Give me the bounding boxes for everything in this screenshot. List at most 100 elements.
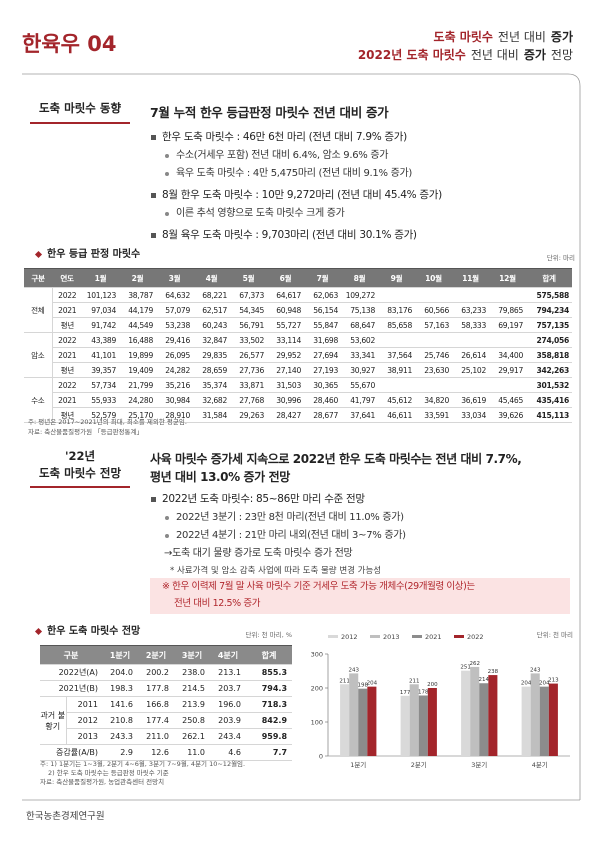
number-cell: 28,460 (304, 392, 341, 408)
header-row: 구분 연도 1월 2월 3월 4월 5월 6월 7월 8월 9월 10월 11월 12월 합계 (24, 268, 572, 288)
bar (530, 673, 540, 756)
section-title: 평년 대비 13.0% 증가 전망 (150, 470, 290, 484)
header-cell: 1월 (82, 268, 119, 288)
number-cell (452, 287, 489, 303)
number-cell: 262.1 (174, 728, 211, 745)
number-cell: 67,373 (230, 287, 267, 303)
number-cell: 274,056 (526, 332, 572, 348)
number-cell: 32,682 (193, 392, 230, 408)
number-cell: 43,389 (82, 332, 119, 348)
number-cell (378, 332, 415, 348)
table-title-text: 한우 등급 판정 마릿수 (47, 249, 141, 260)
number-cell (415, 287, 452, 303)
value-label: 204 (521, 681, 532, 687)
number-cell: 213.9 (174, 696, 211, 713)
value-label: 178 (418, 689, 429, 695)
number-cell: 64,632 (156, 287, 193, 303)
number-cell: 214.5 (174, 680, 211, 697)
number-cell: 79,865 (489, 302, 526, 318)
year-cell: 2021 (52, 302, 82, 318)
bar (470, 666, 480, 756)
number-cell: 435,416 (526, 392, 572, 408)
number-cell: 41,101 (82, 347, 119, 363)
number-cell: 33,034 (452, 407, 489, 423)
value-label: 177 (400, 690, 411, 696)
sub-bullet-marker (165, 154, 169, 158)
sub-bullet-text: 수소(거세우 포함) 전년 대비 6.4%, 암소 9.6% 증가 (150, 147, 575, 165)
number-cell: 30,927 (341, 362, 378, 378)
number-cell: 31,698 (304, 332, 341, 348)
header-cell: 1분기 (102, 645, 139, 665)
table-note: 2) 한우 도축 마릿수는 등급판정 마릿수 기준 (48, 769, 169, 777)
table-note: 자료: 축산물품질평가원 「등급판정통계」 (28, 428, 144, 436)
number-cell: 56,791 (230, 317, 267, 333)
value-label: 211 (339, 678, 350, 684)
header-segment: 2022년 도축 마릿수 (357, 48, 466, 62)
bar (367, 686, 377, 756)
number-cell: 56,154 (304, 302, 341, 318)
chart: 단위: 천 마리 2012 2013 2021 2022 0 100 200 300 1분기 211… (311, 630, 573, 769)
bullet-text: 8월 육우 도축 마릿수 : 9,703마리 (전년 대비 30.1% 증가) (150, 226, 575, 245)
header-cell: 11월 (452, 268, 489, 288)
year-cell: 평년 (52, 407, 82, 423)
number-cell: 21,799 (119, 377, 156, 393)
table-note: 자료: 축산물품질평가원, 농업관측센터 전망치 (40, 778, 165, 786)
row-label: 증감률(A/B) (40, 744, 103, 761)
number-cell: 243.3 (102, 728, 139, 745)
value-label: 243 (348, 667, 359, 673)
year-cell: 평년 (52, 317, 82, 333)
legend-swatch (370, 635, 380, 638)
row-label: 2022년(A) (40, 664, 103, 681)
header-segment: 전망 (550, 48, 573, 62)
number-cell: 58,333 (452, 317, 489, 333)
number-cell: 62,063 (304, 287, 341, 303)
value-label: 200 (427, 682, 438, 688)
number-cell: 30,365 (304, 377, 341, 393)
table-row: 평년 91,742 44,549 53,238 60,243 56,791 55,727 55… (24, 317, 572, 333)
number-cell: 27,694 (304, 347, 341, 363)
number-cell: 855.3 (246, 664, 293, 681)
number-cell: 101,123 (82, 287, 119, 303)
number-cell: 29,952 (267, 347, 304, 363)
table-row: 2013 243.3 211.0 262.1 243.4 959.8 (40, 728, 293, 745)
number-cell: 33,591 (415, 407, 452, 423)
number-cell: 57,163 (415, 317, 452, 333)
bullet-list: 2022년 도축 마릿수: 85~86만 마리 수준 전망 2022년 3분기 :… (150, 490, 575, 579)
row-label: 2013 (66, 728, 103, 745)
year-cell: 2022 (52, 332, 82, 348)
number-cell: 29,416 (156, 332, 193, 348)
header-cell: 구분 (24, 268, 52, 288)
number-cell (452, 377, 489, 393)
legend-label: 2022 (467, 633, 484, 641)
number-cell: 27,193 (304, 362, 341, 378)
number-cell: 24,280 (119, 392, 156, 408)
number-cell: 41,797 (341, 392, 378, 408)
number-cell: 33,341 (341, 347, 378, 363)
number-cell: 7.7 (246, 744, 293, 761)
table-row: 2021년(B) 198.3 177.8 214.5 203.7 794.3 (40, 680, 293, 697)
highlight-text: 전년 대비 12.5% 증가 (174, 598, 261, 609)
number-cell: 213.1 (210, 664, 247, 681)
number-cell: 39,357 (82, 362, 119, 378)
number-cell: 37,564 (378, 347, 415, 363)
year-cell: 평년 (52, 362, 82, 378)
bullet-note: →도축 대기 물량 증가로 도축 마릿수 증가 전망 (164, 548, 353, 559)
number-cell: 46,611 (378, 407, 415, 423)
table-row: 2021 55,933 24,280 30,984 32,682 27,768 30,996… (24, 392, 572, 408)
number-cell: 19,899 (119, 347, 156, 363)
bar (427, 688, 437, 756)
number-cell: 200.2 (138, 664, 175, 681)
header-cell: 3월 (156, 268, 193, 288)
group-cell: 수소 (24, 377, 53, 423)
number-cell (489, 332, 526, 348)
value-label: 204 (539, 681, 550, 687)
number-cell: 24,282 (156, 362, 193, 378)
number-cell: 55,670 (341, 377, 378, 393)
number-cell: 794,234 (526, 302, 572, 318)
bullet-note: * 사료가격 및 암소 감축 사업에 따라 도축 물량 변경 가능성 (170, 566, 382, 576)
number-cell: 38,911 (378, 362, 415, 378)
table-row: 2012 210.8 177.4 250.8 203.9 842.9 (40, 712, 293, 729)
number-cell: 33,871 (230, 377, 267, 393)
data-table: 구분 연도 1월 2월 3월 4월 5월 6월 7월 8월 9월 10월 11월 12월 합계 전체 2022 1… (24, 268, 572, 423)
number-cell: 63,233 (452, 302, 489, 318)
